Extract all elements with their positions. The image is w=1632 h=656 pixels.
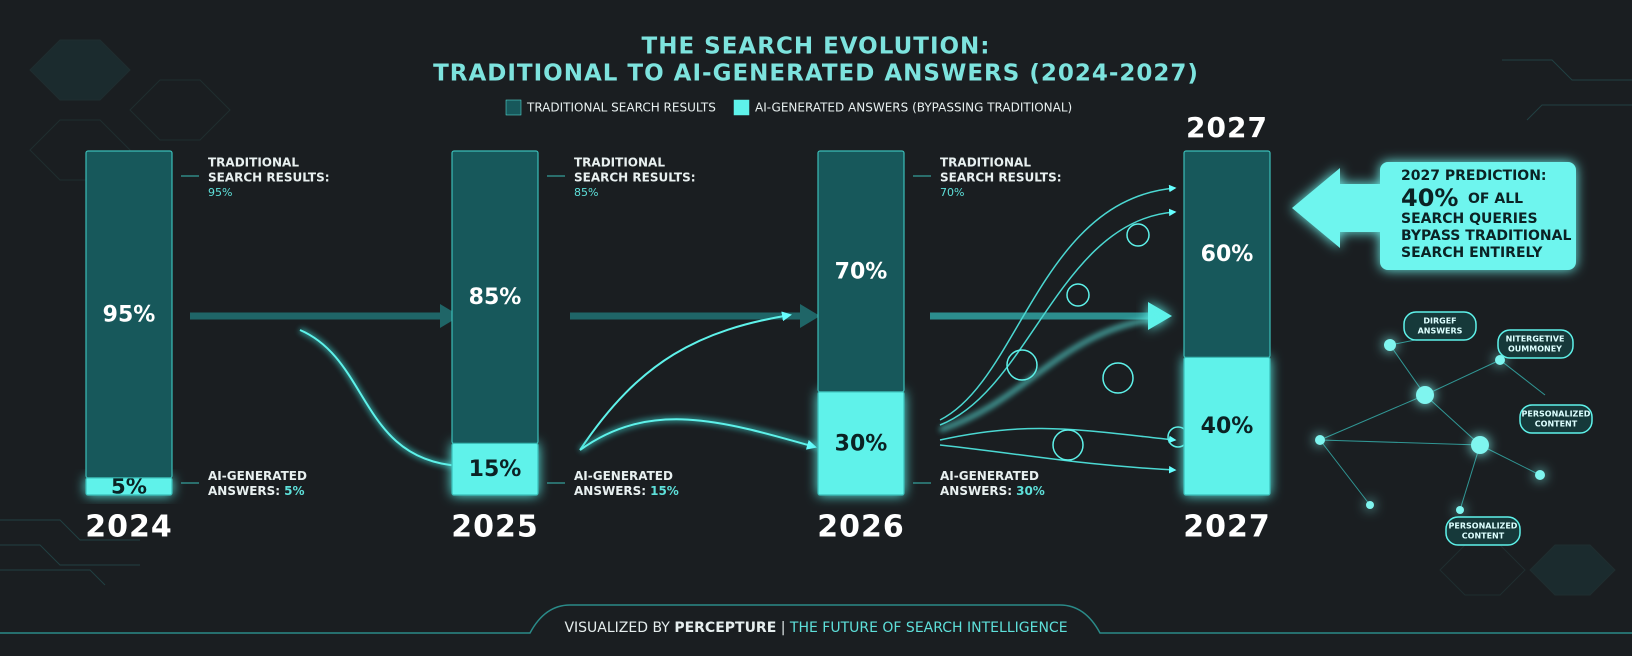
callout: 2027 PREDICTION: 40% OF ALL SEARCH QUERI…: [1292, 162, 1576, 270]
network-label: CONTENT: [1462, 532, 1505, 541]
bar-value-label: 95%: [103, 302, 156, 327]
side-value: 95%: [208, 186, 232, 199]
footer-brand: PERCEPTURE: [674, 620, 776, 636]
plot: TRADITIONAL SEARCH RESULTS AI-GENERATED A…: [85, 99, 1271, 545]
side-label: TRADITIONAL: [208, 156, 299, 170]
side-label: SEARCH RESULTS:: [940, 171, 1062, 185]
side-label-text: AI-GENERATED: [940, 469, 1039, 483]
bar-value-label: 40%: [1201, 414, 1254, 439]
year-label: 2024: [85, 510, 173, 545]
side-label: ANSWERS: 30%: [940, 484, 1045, 498]
network: DIRGEF ANSWERS NITERGETIVE OUMMONEY PERS…: [1315, 311, 1593, 546]
network-label: ANSWERS: [1418, 327, 1463, 336]
side-label-text: AI-GENERATED: [208, 469, 307, 483]
hex-decor: [29, 39, 1616, 596]
side-label: ANSWERS: 15%: [574, 484, 679, 498]
callout-box: [1292, 162, 1576, 270]
callout-text: SEARCH ENTIRELY: [1401, 245, 1543, 261]
side-label: SEARCH RESULTS:: [208, 171, 330, 185]
bar-value-label: 70%: [835, 259, 888, 284]
footer-text: VISUALIZED BY PERCEPTURE | THE FUTURE OF…: [564, 620, 1067, 636]
side-label: ANSWERS: 5%: [208, 484, 304, 498]
side-value: 15%: [650, 484, 679, 498]
legend-label: TRADITIONAL SEARCH RESULTS: [526, 101, 716, 115]
year-label: 2026: [817, 510, 905, 545]
side-label: AI-GENERATED: [940, 469, 1039, 483]
side-label-text: ANSWERS:: [940, 484, 1012, 498]
side-label-text: AI-GENERATED: [574, 469, 673, 483]
network-label: PERSONALIZED: [1449, 522, 1518, 531]
side-value: 85%: [574, 186, 598, 199]
year-label: 2025: [451, 510, 539, 545]
legend-swatch: [733, 99, 750, 116]
bar-segment: [451, 150, 539, 444]
year-label-top: 2027: [1186, 111, 1268, 144]
title-line: THE SEARCH EVOLUTION:: [642, 34, 991, 60]
side-label-text: ANSWERS:: [574, 484, 646, 498]
callout-text: BYPASS TRADITIONAL: [1401, 228, 1571, 244]
side-value: 5%: [284, 484, 304, 498]
side-label: AI-GENERATED: [208, 469, 307, 483]
legend-label: AI-GENERATED ANSWERS (BYPASSING TRADITIO…: [755, 101, 1072, 115]
bar-value-label: 85%: [469, 285, 522, 310]
side-label: TRADITIONAL: [574, 156, 665, 170]
side-value: 30%: [1016, 484, 1045, 498]
side-value: 70%: [940, 186, 964, 199]
title-line: TRADITIONAL TO AI-GENERATED ANSWERS (202…: [433, 61, 1199, 87]
footer-tagline: THE FUTURE OF SEARCH INTELLIGENCE: [789, 620, 1068, 636]
footer-separator: |: [781, 620, 786, 636]
bar-value-label: 15%: [469, 457, 522, 482]
callout-value: 40%: [1401, 184, 1458, 212]
bar-segment: [817, 150, 905, 393]
footer-prefix: VISUALIZED BY: [564, 620, 670, 636]
callout-heading: 2027 PREDICTION:: [1401, 168, 1547, 184]
bar-segment: [1183, 150, 1271, 358]
bar-value-label: 30%: [835, 431, 888, 456]
network-label: PERSONALIZED: [1522, 410, 1591, 419]
callout-value-line: 40% OF ALL: [1401, 184, 1523, 212]
side-label-text: ANSWERS:: [208, 484, 280, 498]
network-label: NITERGETIVE: [1506, 335, 1565, 344]
side-label: TRADITIONAL: [940, 156, 1031, 170]
side-label: AI-GENERATED: [574, 469, 673, 483]
network-label: DIRGEF: [1423, 317, 1456, 326]
side-label: SEARCH RESULTS:: [574, 171, 696, 185]
network-label: CONTENT: [1535, 420, 1578, 429]
footer: VISUALIZED BY PERCEPTURE | THE FUTURE OF…: [0, 604, 1632, 636]
circuit-decor: [0, 59, 1632, 586]
year-label: 2027: [1183, 510, 1271, 545]
callout-text: SEARCH QUERIES: [1401, 211, 1538, 227]
legend-swatch: [505, 99, 522, 116]
network-label: OUMMONEY: [1508, 345, 1562, 354]
bar-segment: [85, 150, 173, 479]
flow-arrows: [190, 184, 1189, 474]
callout-text: OF ALL: [1468, 191, 1523, 207]
bar-value-label: 60%: [1201, 242, 1254, 267]
